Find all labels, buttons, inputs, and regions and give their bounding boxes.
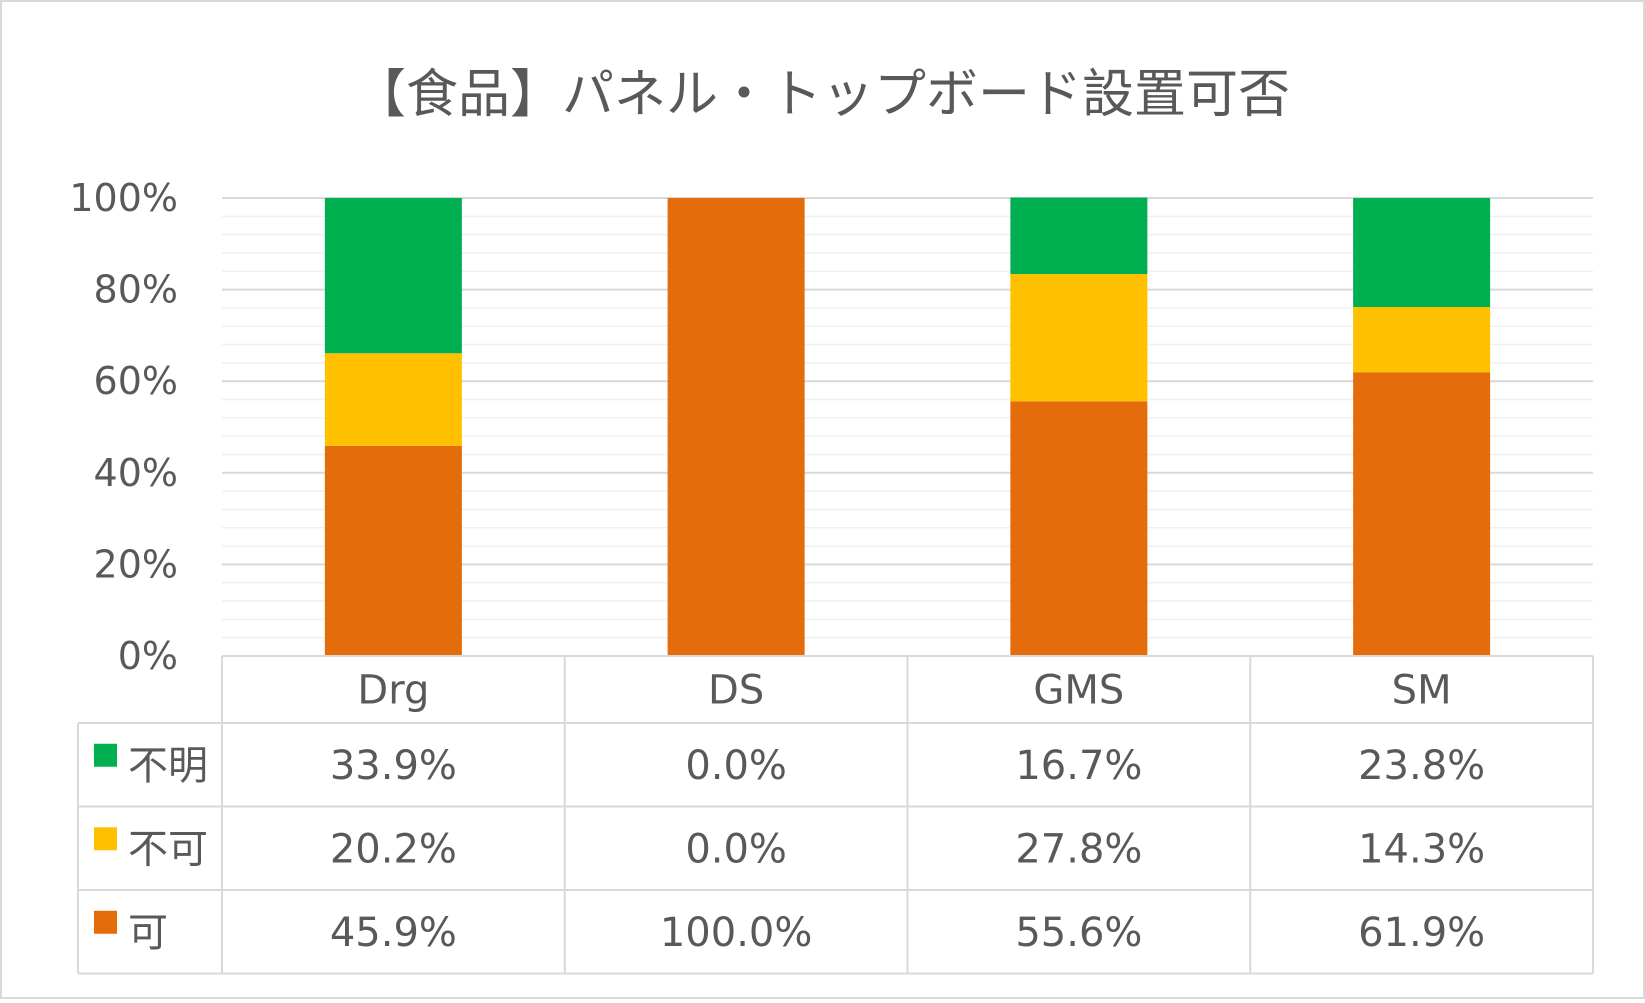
y-tick-label: 100% [69, 176, 178, 220]
bar-segment [1010, 274, 1148, 402]
y-tick-label: 40% [94, 451, 178, 495]
bar-segment [1010, 197, 1148, 275]
legend-key [94, 827, 117, 851]
y-axis-tick-labels: 0% 20% 40% 60% 80% 100% [69, 176, 178, 678]
legend-series-name: 不可 [128, 826, 208, 872]
table-value-cell: 55.6% [1015, 910, 1142, 956]
legend-key [94, 910, 117, 934]
bars [324, 197, 1491, 656]
bar-segment [667, 198, 805, 656]
bar-segment [1010, 401, 1148, 656]
table-value-cell: 45.9% [330, 910, 457, 956]
legend-key [94, 743, 117, 767]
table-value-cell: 14.3% [1358, 826, 1485, 872]
bar-segment [324, 198, 462, 354]
bar-segment [1353, 307, 1491, 373]
x-category-label: GMS [1033, 668, 1124, 714]
table-value-cell: 100.0% [660, 910, 813, 956]
bar-segment [1353, 372, 1491, 656]
table-value-cell: 23.8% [1358, 743, 1485, 789]
table-value-cell: 33.9% [330, 743, 457, 789]
y-tick-label: 80% [94, 268, 178, 312]
y-tick-label: 60% [94, 359, 178, 403]
table-value-cell: 20.2% [330, 826, 457, 872]
x-category-label: SM [1392, 668, 1452, 714]
legend-series-name: 可 [128, 910, 168, 956]
table-value-cell: 61.9% [1358, 910, 1485, 956]
table-value-cell: 0.0% [685, 743, 787, 789]
legend-series-name: 不明 [128, 743, 208, 789]
x-category-label: DS [708, 668, 764, 714]
bar-segment [1353, 198, 1491, 308]
table-value-cell: 27.8% [1015, 826, 1142, 872]
bar-segment [324, 445, 462, 656]
bar-segment [324, 353, 462, 446]
table-value-cell: 0.0% [685, 826, 787, 872]
y-tick-label: 0% [118, 634, 178, 678]
y-tick-label: 20% [94, 542, 178, 586]
x-category-label: Drg [357, 668, 429, 714]
chart-title: 【食品】パネル・トップボード設置可否 [354, 65, 1290, 125]
data-table: Drg DS GMS SM 不明 33.9% 0.0% 16.7% 23.8% 不可 20.2% 0.… [77, 655, 1594, 975]
table-value-cell: 16.7% [1015, 743, 1142, 789]
